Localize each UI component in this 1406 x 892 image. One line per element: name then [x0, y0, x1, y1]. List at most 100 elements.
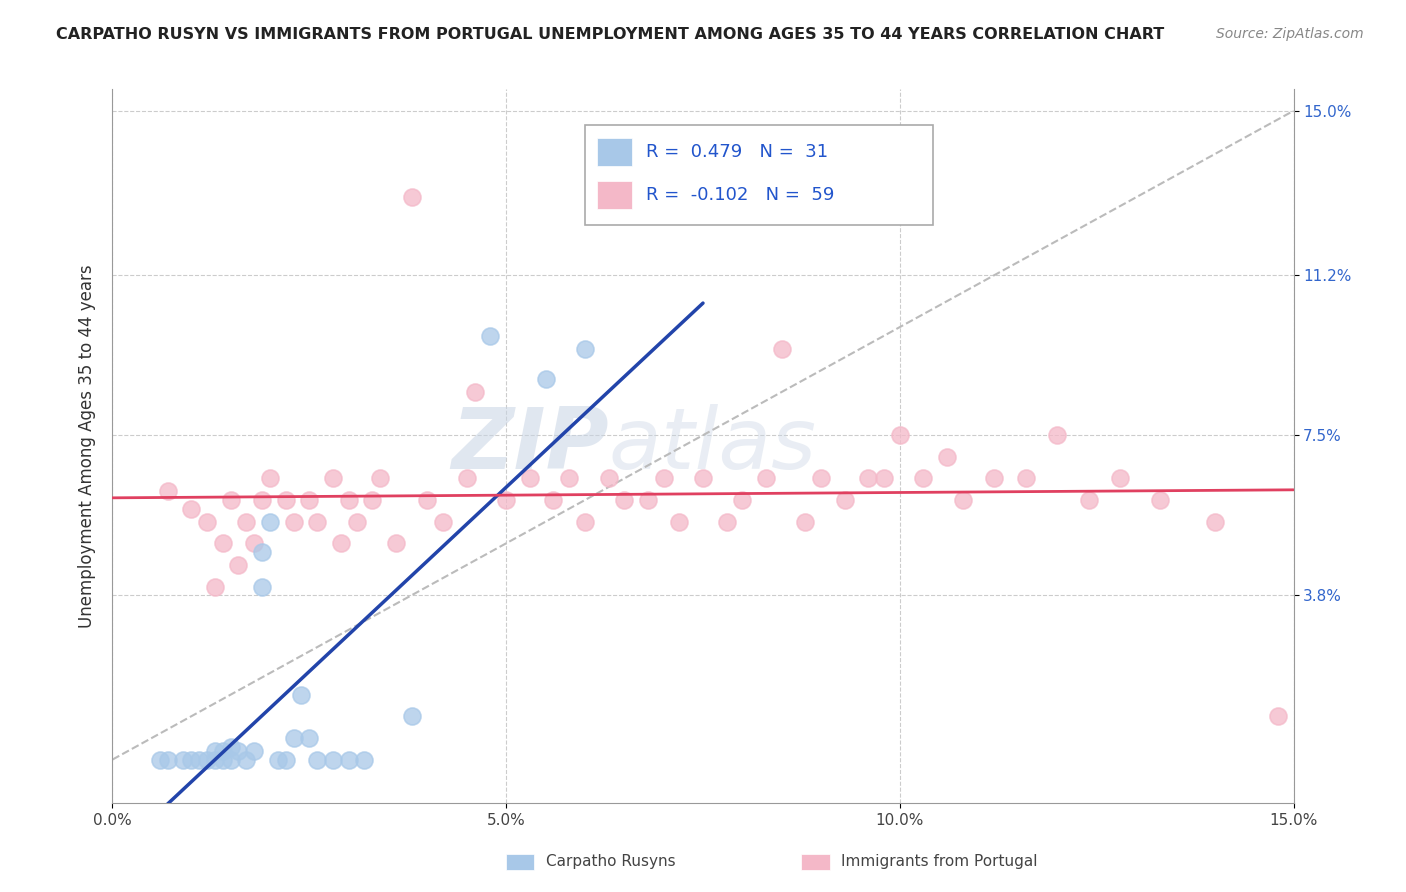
- Point: [936, 450, 959, 464]
- Point: [1046, 428, 1069, 442]
- Point: [250, 545, 273, 559]
- Point: [204, 580, 226, 594]
- Point: [149, 753, 172, 767]
- Point: [235, 753, 257, 767]
- Point: [180, 753, 202, 767]
- Point: [307, 753, 329, 767]
- Point: [652, 471, 675, 485]
- Text: Source: ZipAtlas.com: Source: ZipAtlas.com: [1216, 27, 1364, 41]
- Point: [731, 493, 754, 508]
- Point: [416, 493, 439, 508]
- Point: [307, 515, 329, 529]
- Point: [401, 190, 423, 204]
- Point: [464, 384, 486, 399]
- Point: [156, 753, 179, 767]
- Point: [770, 342, 793, 356]
- Point: [180, 501, 202, 516]
- Point: [361, 493, 384, 508]
- Bar: [596, 180, 633, 209]
- Point: [368, 471, 391, 485]
- Point: [794, 515, 817, 529]
- Point: [219, 493, 242, 508]
- Point: [456, 471, 478, 485]
- Point: [912, 471, 935, 485]
- Point: [1149, 493, 1171, 508]
- Point: [952, 493, 974, 508]
- Point: [1077, 493, 1099, 508]
- Point: [228, 744, 250, 758]
- Point: [401, 709, 423, 723]
- Text: R =  0.479   N =  31: R = 0.479 N = 31: [647, 143, 828, 161]
- Point: [574, 515, 596, 529]
- Point: [211, 744, 233, 758]
- Text: ZIP: ZIP: [451, 404, 609, 488]
- Point: [204, 744, 226, 758]
- Point: [519, 471, 541, 485]
- Point: [889, 428, 911, 442]
- Point: [353, 753, 375, 767]
- Point: [250, 580, 273, 594]
- Point: [250, 493, 273, 508]
- Point: [243, 536, 266, 550]
- Point: [558, 471, 581, 485]
- Point: [637, 493, 659, 508]
- Point: [219, 739, 242, 754]
- Point: [834, 493, 856, 508]
- Point: [385, 536, 408, 550]
- Bar: [596, 137, 633, 166]
- Text: Immigrants from Portugal: Immigrants from Portugal: [841, 855, 1038, 869]
- Point: [188, 753, 211, 767]
- Text: atlas: atlas: [609, 404, 817, 488]
- Point: [322, 471, 344, 485]
- Point: [274, 753, 297, 767]
- Y-axis label: Unemployment Among Ages 35 to 44 years: Unemployment Among Ages 35 to 44 years: [77, 264, 96, 628]
- Point: [479, 328, 502, 343]
- Point: [195, 753, 218, 767]
- Point: [219, 753, 242, 767]
- Point: [692, 471, 714, 485]
- Point: [283, 731, 305, 745]
- Point: [298, 493, 321, 508]
- Point: [613, 493, 636, 508]
- Point: [259, 515, 281, 529]
- Point: [243, 744, 266, 758]
- Point: [598, 471, 620, 485]
- Point: [495, 493, 517, 508]
- Point: [211, 753, 233, 767]
- Point: [322, 753, 344, 767]
- Point: [668, 515, 690, 529]
- Point: [1204, 515, 1226, 529]
- Point: [290, 688, 312, 702]
- Point: [1015, 471, 1038, 485]
- Point: [755, 471, 778, 485]
- Point: [228, 558, 250, 572]
- Point: [534, 372, 557, 386]
- Point: [267, 753, 290, 767]
- Point: [298, 731, 321, 745]
- Point: [1109, 471, 1132, 485]
- Point: [1267, 709, 1289, 723]
- Point: [274, 493, 297, 508]
- Point: [810, 471, 832, 485]
- Point: [329, 536, 352, 550]
- Point: [172, 753, 194, 767]
- Point: [195, 515, 218, 529]
- Point: [156, 484, 179, 499]
- Point: [574, 342, 596, 356]
- Point: [543, 493, 565, 508]
- Point: [858, 471, 880, 485]
- Point: [432, 515, 454, 529]
- Point: [259, 471, 281, 485]
- Point: [983, 471, 1005, 485]
- Point: [873, 471, 896, 485]
- Point: [346, 515, 368, 529]
- Point: [204, 753, 226, 767]
- Point: [211, 536, 233, 550]
- Bar: [585, 125, 934, 225]
- Text: CARPATHO RUSYN VS IMMIGRANTS FROM PORTUGAL UNEMPLOYMENT AMONG AGES 35 TO 44 YEAR: CARPATHO RUSYN VS IMMIGRANTS FROM PORTUG…: [56, 27, 1164, 42]
- Point: [283, 515, 305, 529]
- Point: [235, 515, 257, 529]
- Point: [337, 753, 360, 767]
- Text: R =  -0.102   N =  59: R = -0.102 N = 59: [647, 186, 835, 203]
- Text: Carpatho Rusyns: Carpatho Rusyns: [546, 855, 675, 869]
